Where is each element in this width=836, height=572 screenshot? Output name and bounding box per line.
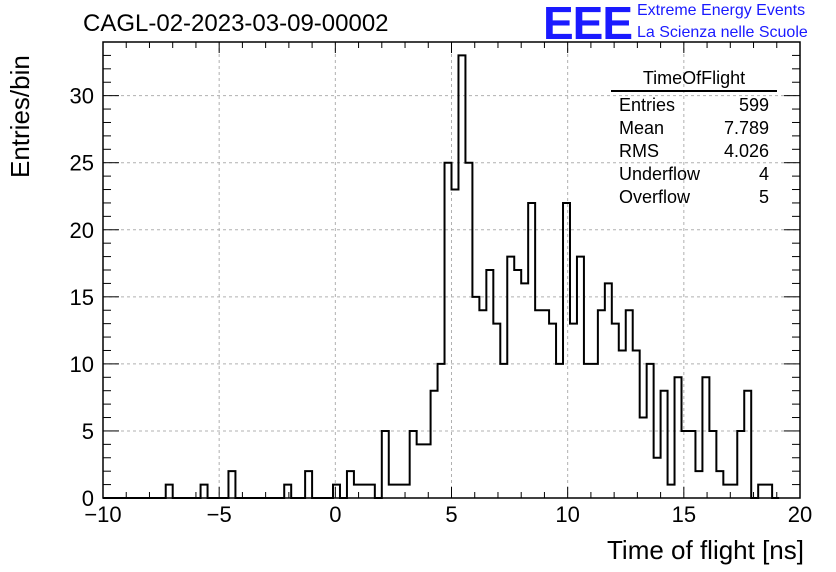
y-tick-label: 30 (70, 84, 94, 109)
stats-value: 5 (758, 187, 769, 207)
eee-logo: EEE (543, 0, 633, 49)
y-tick-label: 5 (82, 419, 94, 444)
stats-label: Entries (619, 95, 676, 115)
logo-line-1: Extreme Energy Events (637, 2, 806, 19)
y-tick-label: 0 (82, 486, 94, 511)
stats-row-entries: Entries 599 (611, 94, 777, 117)
y-axis-label: Entries/bin (5, 55, 35, 178)
x-tick-label: 0 (329, 502, 341, 527)
stats-box: TimeOfFlight Entries 599 Mean 7.789 RMS … (611, 68, 777, 209)
stats-label: RMS (619, 141, 659, 161)
stats-row-mean: Mean 7.789 (611, 117, 777, 140)
stats-value: 4 (758, 164, 769, 184)
stats-row-rms: RMS 4.026 (611, 140, 777, 163)
x-tick-label: 5 (445, 502, 457, 527)
y-tick-label: 15 (70, 285, 94, 310)
x-axis-label: Time of flight [ns] (607, 535, 804, 565)
stats-value: 4.026 (723, 141, 769, 161)
x-tick-label: 20 (788, 502, 812, 527)
stats-value: 599 (738, 95, 769, 115)
logo-line-2: La Scienza nelle Scuole (637, 24, 808, 41)
x-tick-label: −5 (207, 502, 232, 527)
y-tick-label: 25 (70, 151, 94, 176)
stats-row-overflow: Overflow 5 (611, 186, 777, 209)
stats-title: TimeOfFlight (611, 68, 777, 92)
x-tick-label: 10 (555, 502, 579, 527)
y-tick-label: 10 (70, 352, 94, 377)
x-tick-label: 15 (672, 502, 696, 527)
y-tick-label: 20 (70, 218, 94, 243)
stats-label: Overflow (619, 187, 691, 207)
x-tick-label: −10 (84, 502, 121, 527)
stats-row-underflow: Underflow 4 (611, 163, 777, 186)
stats-label: Underflow (619, 164, 701, 184)
chart-title: CAGL-02-2023-03-09-00002 (83, 10, 389, 37)
stats-label: Mean (619, 118, 665, 138)
stats-value: 7.789 (723, 118, 769, 138)
